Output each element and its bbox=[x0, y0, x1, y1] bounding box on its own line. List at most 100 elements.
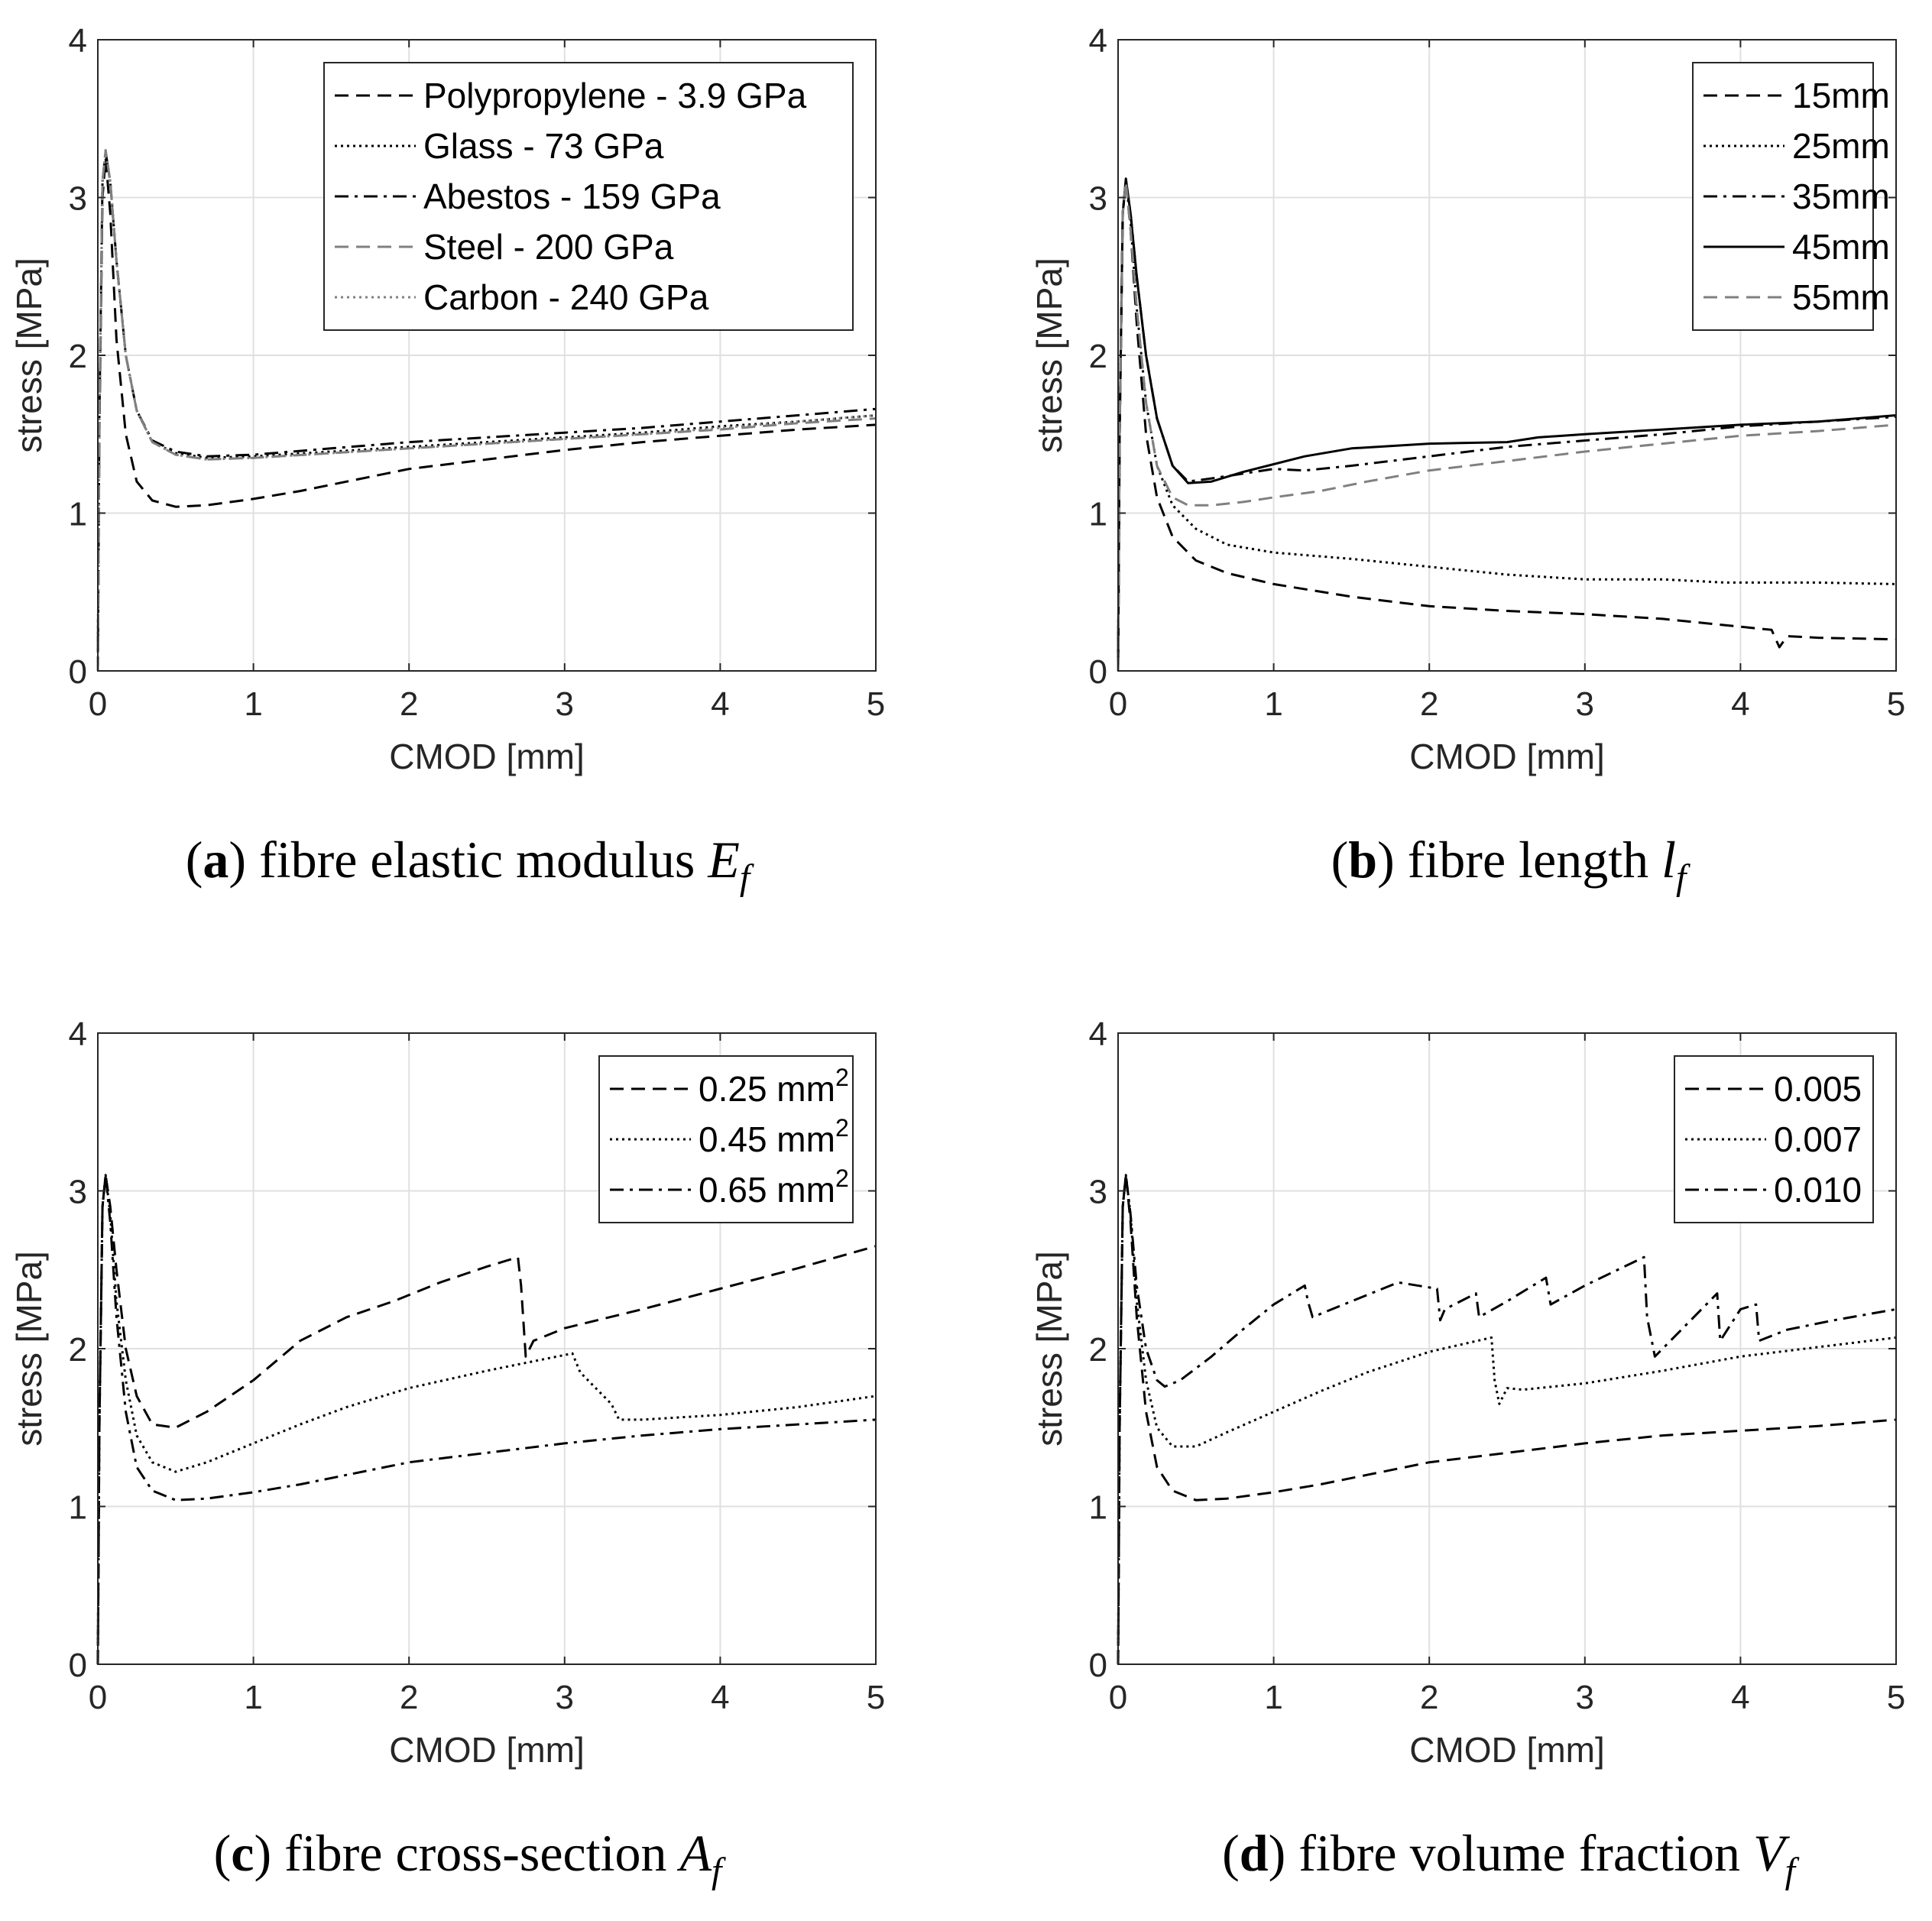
series-line-2 bbox=[96, 1174, 877, 1665]
x-tick-label: 1 bbox=[244, 685, 262, 723]
x-tick-label: 3 bbox=[1576, 1679, 1594, 1716]
legend-entry-text: Carbon - 240 GPa bbox=[423, 277, 709, 317]
caption-text: fibre cross-section bbox=[284, 1824, 679, 1882]
legend-entry-3: Abestos - 159 GPa bbox=[423, 177, 721, 216]
caption-open-paren: ( bbox=[1222, 1824, 1240, 1882]
y-tick-label: 4 bbox=[69, 22, 87, 60]
legend-entry-text: 0.007 bbox=[1774, 1119, 1862, 1159]
y-tick-label: 1 bbox=[1089, 1489, 1107, 1527]
legend-entry-text: 0.25 mm bbox=[699, 1069, 835, 1109]
legend-entry-5: Carbon - 240 GPa bbox=[423, 277, 709, 317]
y-tick-label: 2 bbox=[1089, 338, 1107, 375]
legend-entry-superscript: 2 bbox=[835, 1064, 849, 1091]
x-tick-label: 5 bbox=[1887, 685, 1905, 723]
series-line-3 bbox=[96, 1174, 877, 1665]
caption-letter: d bbox=[1240, 1824, 1269, 1882]
legend-entry-superscript: 2 bbox=[835, 1114, 849, 1142]
y-tick-label: 2 bbox=[69, 1331, 87, 1369]
ticks: 0 1 2 3 4 5 0 1 2 3 4 bbox=[69, 1016, 886, 1716]
x-tick-label: 2 bbox=[400, 685, 418, 723]
y-axis-label: stress [MPa] bbox=[9, 258, 49, 453]
legend: 0.005 0.007 0.010 bbox=[1674, 1055, 1874, 1223]
x-axis-label: CMOD [mm] bbox=[389, 737, 585, 776]
ticks: 0 1 2 3 4 5 0 1 2 3 4 bbox=[1089, 22, 1906, 723]
y-tick-label: 0 bbox=[1089, 1647, 1107, 1684]
series-line-4 bbox=[1117, 177, 1897, 672]
y-axis-label: stress [MPa] bbox=[1029, 258, 1069, 453]
legend-entry-text: Polypropylene - 3.9 GPa bbox=[423, 76, 807, 115]
panel-b: 0 1 2 3 4 5 0 1 2 3 4 CMOD [mm] stress [MPa] 15mm 25mm… bbox=[1029, 22, 1905, 898]
legend-entry-1: Polypropylene - 3.9 GPa bbox=[423, 76, 807, 115]
panels: 0 1 2 3 4 5 0 1 2 3 4 CMOD [mm] stress [MPa] Polyprop… bbox=[9, 22, 1905, 1891]
y-tick-label: 2 bbox=[1089, 1331, 1107, 1369]
legend-entry-2: 0.007 bbox=[1774, 1119, 1862, 1159]
legend-entry-3: 0.65 mm2 bbox=[699, 1165, 849, 1210]
caption-symbol: l bbox=[1661, 831, 1676, 889]
y-tick-label: 4 bbox=[69, 1016, 87, 1053]
legend-entry-3: 35mm bbox=[1792, 177, 1890, 216]
legend-entry-text: 45mm bbox=[1792, 227, 1890, 267]
x-tick-label: 3 bbox=[556, 685, 574, 723]
legend-entry-1: 0.005 bbox=[1774, 1069, 1862, 1109]
caption-text: fibre length bbox=[1408, 831, 1661, 889]
y-tick-label: 4 bbox=[1089, 1016, 1107, 1053]
caption-text: fibre volume fraction bbox=[1298, 1824, 1753, 1882]
x-tick-label: 5 bbox=[867, 685, 885, 723]
legend-entry-1: 15mm bbox=[1792, 76, 1890, 115]
legend-entry-text: Steel - 200 GPa bbox=[423, 227, 674, 267]
legend-entry-1: 0.25 mm2 bbox=[699, 1064, 849, 1109]
x-tick-label: 0 bbox=[1109, 1679, 1127, 1716]
y-tick-label: 4 bbox=[1089, 22, 1107, 60]
caption-close-paren: ) bbox=[229, 831, 259, 889]
x-tick-label: 3 bbox=[1576, 685, 1594, 723]
caption-text: fibre elastic modulus bbox=[259, 831, 708, 889]
caption-letter: b bbox=[1348, 831, 1377, 889]
legend-entry-3: 0.010 bbox=[1774, 1170, 1862, 1210]
caption-close-paren: ) bbox=[254, 1824, 284, 1882]
x-axis-label: CMOD [mm] bbox=[389, 1730, 585, 1770]
x-tick-label: 2 bbox=[1420, 685, 1438, 723]
series-line-5 bbox=[1117, 180, 1897, 672]
y-tick-label: 3 bbox=[69, 1174, 87, 1211]
caption-symbol: V bbox=[1753, 1824, 1791, 1882]
legend-entry-superscript: 2 bbox=[835, 1165, 849, 1192]
series-line-5 bbox=[96, 149, 877, 672]
x-tick-label: 3 bbox=[556, 1679, 574, 1716]
panel-a: 0 1 2 3 4 5 0 1 2 3 4 CMOD [mm] stress [MPa] Polyprop… bbox=[9, 22, 885, 898]
caption-symbol: A bbox=[676, 1824, 712, 1882]
x-tick-label: 2 bbox=[1420, 1679, 1438, 1716]
y-tick-label: 0 bbox=[69, 653, 87, 691]
x-axis-label: CMOD [mm] bbox=[1409, 737, 1605, 776]
legend-entry-4: Steel - 200 GPa bbox=[423, 227, 674, 267]
series-group bbox=[1117, 1174, 1897, 1665]
x-tick-label: 4 bbox=[1731, 1679, 1749, 1716]
legend-entry-text: 15mm bbox=[1792, 76, 1890, 115]
series-group bbox=[96, 149, 877, 672]
legend-entry-text: 35mm bbox=[1792, 177, 1890, 216]
x-tick-label: 1 bbox=[1264, 1679, 1282, 1716]
caption-letter: a bbox=[203, 831, 229, 889]
legend-entry-text: 0.010 bbox=[1774, 1170, 1862, 1210]
legend-entry-text: 25mm bbox=[1792, 126, 1890, 166]
y-tick-label: 0 bbox=[69, 1647, 87, 1684]
legend-entry-2: 0.45 mm2 bbox=[699, 1114, 849, 1159]
panel-caption: (c) fibre cross-section Af bbox=[214, 1824, 726, 1891]
legend-entry-4: 45mm bbox=[1792, 227, 1890, 267]
x-tick-label: 4 bbox=[1731, 685, 1749, 723]
legend: 15mm 25mm 35mm 45mm 55mm bbox=[1692, 62, 1890, 331]
y-tick-label: 3 bbox=[1089, 1174, 1107, 1211]
x-axis-label: CMOD [mm] bbox=[1409, 1730, 1605, 1770]
y-axis-label: stress [MPa] bbox=[9, 1251, 49, 1446]
series-group bbox=[96, 1174, 877, 1665]
y-tick-label: 1 bbox=[69, 496, 87, 533]
x-tick-label: 0 bbox=[1109, 685, 1127, 723]
caption-close-paren: ) bbox=[1377, 831, 1408, 889]
x-tick-label: 1 bbox=[1264, 685, 1282, 723]
legend-entry-text: 55mm bbox=[1792, 277, 1890, 317]
caption-symbol: E bbox=[707, 831, 740, 889]
x-tick-label: 0 bbox=[89, 685, 107, 723]
y-tick-label: 3 bbox=[69, 180, 87, 218]
panel-caption: (b) fibre length lf bbox=[1331, 831, 1690, 898]
